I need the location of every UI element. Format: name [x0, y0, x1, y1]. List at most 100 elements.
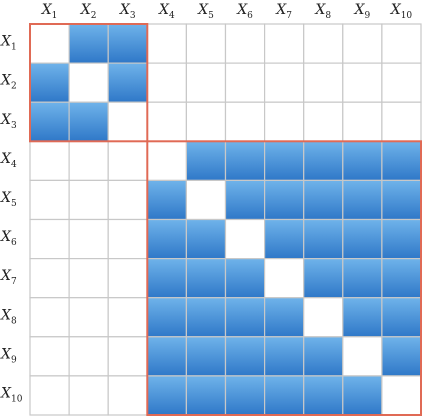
filled-cell-5-6 [224, 179, 266, 221]
filled-cell-4-8 [303, 140, 344, 182]
column-label-x7: X7 [275, 2, 292, 21]
row-label-x1: X1 [0, 34, 17, 53]
row-label-x10: X10 [0, 385, 23, 404]
filled-cell-2-1 [29, 62, 70, 103]
filled-cell-6-8 [303, 218, 344, 260]
filled-cell-8-4 [146, 297, 188, 338]
filled-cell-6-9 [342, 218, 383, 260]
empty-cell-6-3 [107, 218, 148, 260]
empty-cell-3-9 [342, 101, 383, 142]
filled-cell-10-4 [146, 375, 188, 416]
empty-cell-1-5 [185, 23, 227, 64]
filled-cell-5-7 [264, 179, 305, 221]
empty-cell-9-9 [342, 336, 383, 377]
filled-cell-5-4 [146, 179, 188, 221]
filled-cell-3-2 [68, 101, 109, 142]
empty-cell-10-1 [29, 375, 70, 416]
empty-cell-4-3 [107, 140, 148, 182]
row-label-x3: X3 [0, 112, 17, 131]
empty-cell-2-6 [224, 62, 266, 103]
filled-cell-9-6 [224, 336, 266, 377]
empty-cell-2-2 [68, 62, 109, 103]
empty-cell-2-7 [264, 62, 305, 103]
empty-cell-8-8 [303, 297, 344, 338]
filled-cell-9-8 [303, 336, 344, 377]
filled-cell-10-5 [185, 375, 227, 416]
empty-cell-1-6 [224, 23, 266, 64]
empty-cell-10-10 [381, 375, 422, 416]
empty-cell-7-3 [107, 258, 148, 299]
column-label-x5: X5 [197, 2, 214, 21]
empty-cell-2-5 [185, 62, 227, 103]
empty-cell-9-1 [29, 336, 70, 377]
filled-cell-9-7 [264, 336, 305, 377]
empty-cell-6-1 [29, 218, 70, 260]
filled-cell-10-6 [224, 375, 266, 416]
filled-cell-6-5 [185, 218, 227, 260]
filled-cell-4-9 [342, 140, 383, 182]
row-labels: X1 X2 X3 X4 X5 X6 X7 X8 X9 X10 [0, 34, 23, 405]
row-label-x2: X2 [0, 73, 17, 92]
empty-cell-9-2 [68, 336, 109, 377]
empty-cell-8-2 [68, 297, 109, 338]
empty-cell-3-3 [107, 101, 148, 142]
filled-cell-6-10 [381, 218, 422, 260]
empty-cell-3-4 [146, 101, 188, 142]
filled-cell-9-10 [381, 336, 422, 377]
filled-cell-10-8 [303, 375, 344, 416]
filled-cell-8-6 [224, 297, 266, 338]
column-labels: X1 X2 X3 X4 X5 X6 X7 X8 X9 X10 [41, 2, 413, 21]
row-label-x9: X9 [0, 346, 17, 365]
row-label-x8: X8 [0, 307, 17, 326]
filled-cell-2-3 [107, 62, 148, 103]
empty-cell-1-4 [146, 23, 188, 64]
filled-cell-1-3 [107, 23, 148, 64]
empty-cell-2-8 [303, 62, 344, 103]
column-label-x1: X1 [41, 2, 58, 21]
filled-cell-9-5 [185, 336, 227, 377]
column-label-x6: X6 [236, 2, 253, 21]
empty-cell-3-5 [185, 101, 227, 142]
column-label-x2: X2 [80, 2, 97, 21]
filled-cell-8-9 [342, 297, 383, 338]
empty-cell-7-7 [264, 258, 305, 299]
column-label-x4: X4 [158, 2, 175, 21]
empty-cell-1-7 [264, 23, 305, 64]
empty-cell-9-3 [107, 336, 148, 377]
empty-cell-2-10 [381, 62, 422, 103]
empty-cell-10-2 [68, 375, 109, 416]
filled-cell-7-5 [185, 258, 227, 299]
column-label-x9: X9 [353, 2, 370, 21]
block-outlines [29, 23, 423, 417]
filled-cell-10-7 [264, 375, 305, 416]
filled-cell-10-9 [342, 375, 383, 416]
filled-cell-5-10 [381, 179, 422, 221]
filled-cell-7-10 [381, 258, 422, 299]
empty-cell-4-1 [29, 140, 70, 182]
empty-cell-3-6 [224, 101, 266, 142]
row-label-x6: X6 [0, 229, 17, 248]
empty-cell-4-4 [146, 140, 188, 182]
row-label-x7: X7 [0, 268, 17, 287]
row-label-x5: X5 [0, 190, 17, 209]
column-label-x10: X10 [390, 2, 413, 21]
empty-cell-3-8 [303, 101, 344, 142]
filled-cell-8-10 [381, 297, 422, 338]
empty-cell-2-4 [146, 62, 188, 103]
empty-cell-1-1 [29, 23, 70, 64]
filled-cell-7-8 [303, 258, 344, 299]
empty-cell-3-10 [381, 101, 422, 142]
block-2-outline [146, 140, 423, 417]
matrix-cells [29, 23, 422, 416]
empty-cell-1-8 [303, 23, 344, 64]
filled-cell-9-4 [146, 336, 188, 377]
filled-cell-5-8 [303, 179, 344, 221]
empty-cell-7-1 [29, 258, 70, 299]
filled-cell-6-7 [264, 218, 305, 260]
block-1-outline [29, 23, 149, 143]
filled-cell-7-4 [146, 258, 188, 299]
filled-cell-8-5 [185, 297, 227, 338]
filled-cell-7-6 [224, 258, 266, 299]
empty-cell-4-2 [68, 140, 109, 182]
